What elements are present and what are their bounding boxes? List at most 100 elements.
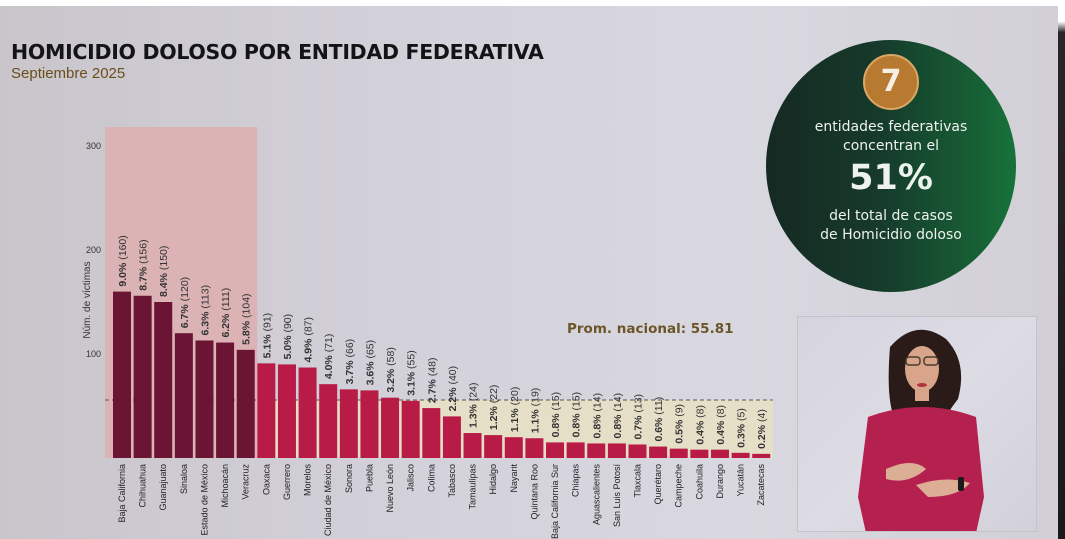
interpreter-figure xyxy=(858,329,984,531)
bar xyxy=(298,367,317,458)
data-label: 0.5% (9) xyxy=(674,404,686,444)
data-label-percent: 9.0% xyxy=(117,262,129,287)
data-label: 0.8% (15) xyxy=(571,392,583,438)
category-label: San Luis Potosí xyxy=(612,464,622,528)
data-label: 3.1% (55) xyxy=(406,350,418,396)
data-label-count: (113) xyxy=(199,285,211,312)
y-tick-label: 200 xyxy=(86,245,101,255)
data-label-percent: 0.4% xyxy=(715,420,727,445)
data-label-count: (58) xyxy=(385,347,397,369)
national-average-label: Prom. nacional: 55.81 xyxy=(567,321,734,337)
data-label-percent: 6.3% xyxy=(199,311,211,336)
data-label-percent: 5.1% xyxy=(261,334,273,359)
bar xyxy=(587,443,606,458)
data-label-count: (55) xyxy=(406,350,418,372)
data-label: 3.6% (65) xyxy=(364,340,376,386)
data-label-percent: 0.8% xyxy=(591,414,603,439)
data-label-count: (14) xyxy=(612,393,624,415)
category-label: Aguascalientes xyxy=(591,464,601,526)
data-label-percent: 5.8% xyxy=(241,320,253,345)
category-label: Sonora xyxy=(344,464,354,493)
category-label: Oaxaca xyxy=(261,464,271,495)
bar xyxy=(669,448,688,458)
bar xyxy=(442,416,461,458)
category-label: Chiapas xyxy=(571,464,581,498)
data-label-percent: 0.5% xyxy=(674,419,686,444)
y-axis: 100 200 300 xyxy=(86,141,101,359)
category-label: Coahuila xyxy=(694,464,704,500)
category-label: Nuevo León xyxy=(385,464,395,513)
data-label-percent: 3.7% xyxy=(344,360,356,385)
data-label: 0.4% (8) xyxy=(694,405,706,445)
data-label-count: (13) xyxy=(633,394,645,416)
data-label-count: (156) xyxy=(138,239,150,266)
category-label: Colima xyxy=(426,464,436,492)
category-label: Morelos xyxy=(303,464,313,497)
bar xyxy=(319,384,338,458)
data-label-count: (87) xyxy=(303,317,315,339)
data-label-count: (4) xyxy=(756,409,768,425)
data-label-percent: 3.2% xyxy=(385,368,397,393)
category-label: Veracruz xyxy=(241,464,251,500)
summary-percent: 51% xyxy=(849,158,933,198)
category-label: Campeche xyxy=(674,464,684,508)
bars xyxy=(113,291,771,458)
data-label-count: (20) xyxy=(509,387,521,409)
summary-text-line2: concentran el xyxy=(843,138,939,154)
data-label-percent: 0.8% xyxy=(550,413,562,438)
data-label-percent: 0.7% xyxy=(633,415,645,440)
screen-bezel xyxy=(1058,0,1065,539)
bar xyxy=(113,291,131,458)
data-label-count: (5) xyxy=(736,408,748,424)
data-label-percent: 1.2% xyxy=(488,406,500,431)
category-label: Querétaro xyxy=(653,464,663,505)
y-axis-label: Núm. de víctimas xyxy=(82,261,93,338)
data-label-count: (15) xyxy=(550,392,562,414)
bar xyxy=(504,437,523,458)
data-label: 9.0% (160) xyxy=(117,235,129,286)
data-label: 1.3% (24) xyxy=(468,383,480,429)
data-label-percent: 3.1% xyxy=(406,371,418,396)
bar xyxy=(422,408,441,458)
data-label-count: (8) xyxy=(694,405,706,421)
data-label: 0.7% (13) xyxy=(633,394,645,440)
category-label: Hidalgo xyxy=(488,464,498,495)
data-label-count: (8) xyxy=(715,405,727,421)
bar xyxy=(195,340,214,458)
data-label-percent: 8.4% xyxy=(158,272,170,297)
category-label: Tamaulipas xyxy=(468,464,478,510)
data-label: 1.1% (20) xyxy=(509,387,521,433)
data-label-percent: 0.8% xyxy=(612,414,624,439)
sign-language-interpreter-video xyxy=(797,316,1037,532)
category-label: Chihuahua xyxy=(138,464,148,508)
category-label: Quintana Roo xyxy=(529,464,539,520)
data-label: 0.4% (8) xyxy=(715,405,727,445)
category-label: Nayarit xyxy=(509,464,519,493)
data-label-percent: 3.6% xyxy=(364,361,376,386)
bar xyxy=(546,442,565,458)
data-label-count: (19) xyxy=(529,388,541,410)
bar xyxy=(731,452,750,458)
data-label-percent: 0.8% xyxy=(571,413,583,438)
data-label-percent: 0.4% xyxy=(694,420,706,445)
data-label-count: (71) xyxy=(323,334,335,356)
data-label-count: (90) xyxy=(282,314,294,336)
entities-count-badge: 7 xyxy=(863,54,919,110)
bar xyxy=(257,363,276,458)
category-label: Ciudad de México xyxy=(323,464,333,536)
bar xyxy=(133,295,152,458)
data-label: 4.0% (71) xyxy=(323,334,335,380)
data-label: 3.7% (66) xyxy=(344,339,356,385)
bar xyxy=(710,449,729,458)
data-label-percent: 4.9% xyxy=(303,338,315,363)
data-label-count: (160) xyxy=(117,235,129,262)
bar xyxy=(649,446,668,458)
category-label: Tlaxcala xyxy=(633,464,643,498)
data-label-percent: 0.3% xyxy=(736,423,748,448)
bar xyxy=(525,438,544,458)
data-labels: 9.0% (160) 8.7% (156) 8.4% (150) 6.7% (120)… xyxy=(117,235,768,449)
data-label: 5.1% (91) xyxy=(261,313,273,359)
data-label: 0.2% (4) xyxy=(756,409,768,449)
data-label-count: (40) xyxy=(447,366,459,388)
bar xyxy=(236,349,255,458)
